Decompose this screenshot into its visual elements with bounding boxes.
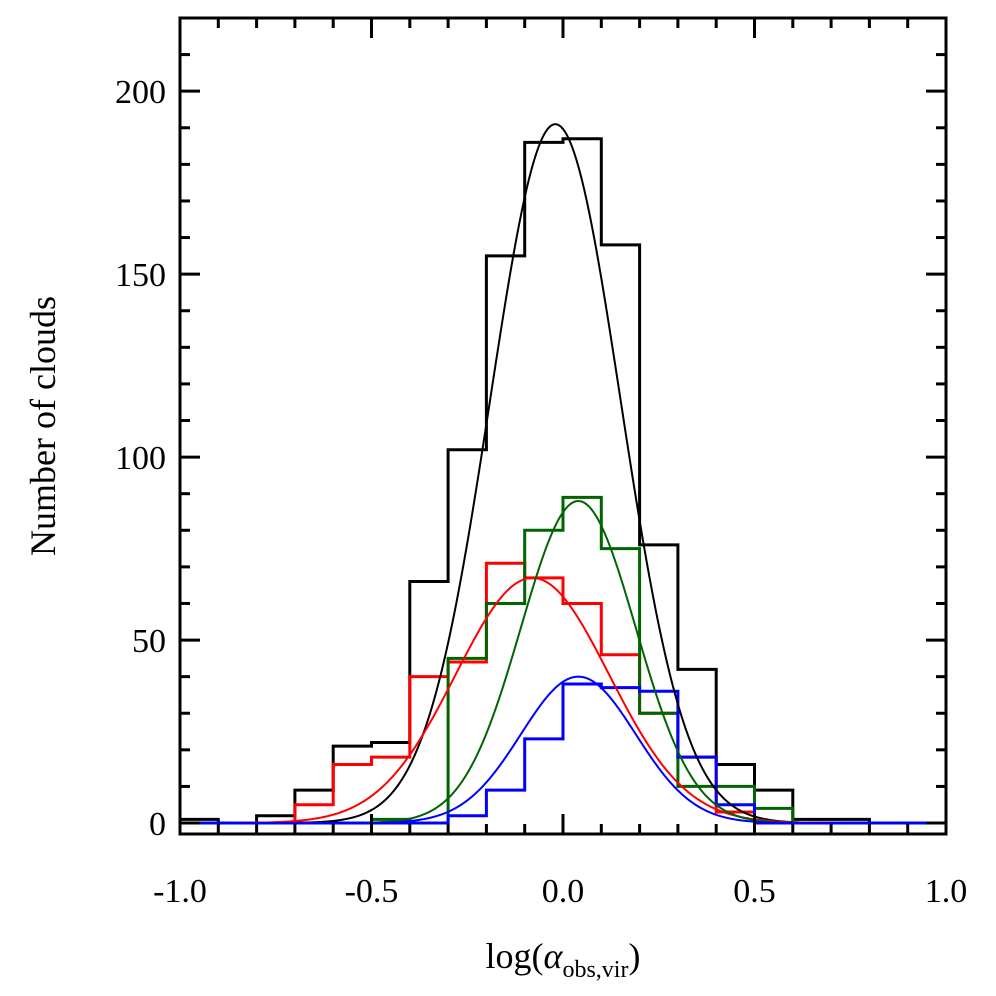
x-axis-label-prefix: log( <box>486 936 544 976</box>
x-tick-label: 0.0 <box>542 873 585 910</box>
y-tick-label: 50 <box>132 623 166 660</box>
x-tick-label: -1.0 <box>153 873 207 910</box>
histogram-layer <box>178 137 946 825</box>
x-axis-label-symbol: α <box>544 936 564 976</box>
x-tick-label: 1.0 <box>925 873 968 910</box>
x-tick-label: 0.5 <box>733 873 776 910</box>
histogram-series-2 <box>180 495 946 825</box>
x-tick-label: -0.5 <box>345 873 399 910</box>
y-tick-label: 200 <box>115 74 166 111</box>
gaussian-fit-layer <box>180 123 946 825</box>
y-axis-label: Number of clouds <box>23 296 63 556</box>
gaussian-fit-2 <box>180 500 946 825</box>
y-tick-label: 150 <box>115 257 166 294</box>
x-axis-label-suffix: ) <box>628 936 640 976</box>
x-axis-label: log(αobs,vir) <box>486 936 641 983</box>
x-axis-label-subscript: obs,vir <box>562 957 628 983</box>
gaussian-fit-3 <box>180 675 946 825</box>
y-tick-label: 0 <box>149 806 166 843</box>
plot-frame <box>178 16 948 836</box>
y-tick-label: 100 <box>115 440 166 477</box>
axis-layer: -1.0 -0.5 0.0 0.5 1.0 0 50 100 150 200 <box>115 16 968 910</box>
